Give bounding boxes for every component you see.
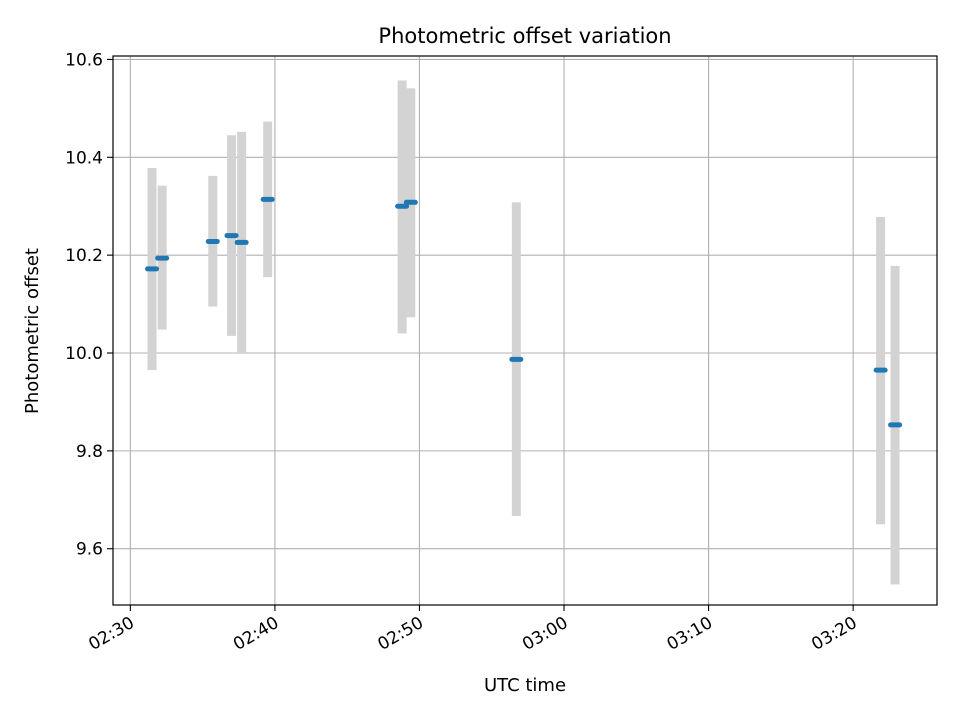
- y-tick-label: 10.0: [65, 344, 103, 364]
- y-tick-label: 10.2: [65, 246, 103, 266]
- plot-frame: [112, 55, 938, 606]
- y-axis-label: Photometric offset: [22, 248, 43, 414]
- data-points: [145, 196, 903, 428]
- x-tick-label: 03:00: [519, 613, 571, 655]
- x-tick-label: 02:40: [230, 613, 282, 655]
- chart-title: Photometric offset variation: [378, 24, 671, 48]
- x-axis-label: UTC time: [484, 675, 566, 696]
- y-tick-label: 9.6: [76, 540, 103, 560]
- x-axis-ticks: 02:30 02:40 02:50 03:00 03:10 03:20: [85, 605, 861, 655]
- x-tick-label: 02:50: [375, 613, 427, 655]
- y-axis-ticks: 9.6 9.8 10.0 10.2 10.4 10.6: [65, 50, 113, 560]
- x-tick-label: 03:10: [664, 613, 716, 655]
- error-bars: [147, 80, 900, 585]
- y-tick-label: 10.6: [65, 50, 103, 70]
- x-tick-label: 02:30: [85, 613, 137, 655]
- y-tick-label: 9.8: [76, 442, 103, 462]
- y-tick-label: 10.4: [65, 148, 103, 168]
- grid: [113, 56, 937, 605]
- x-tick-label: 03:20: [808, 613, 860, 655]
